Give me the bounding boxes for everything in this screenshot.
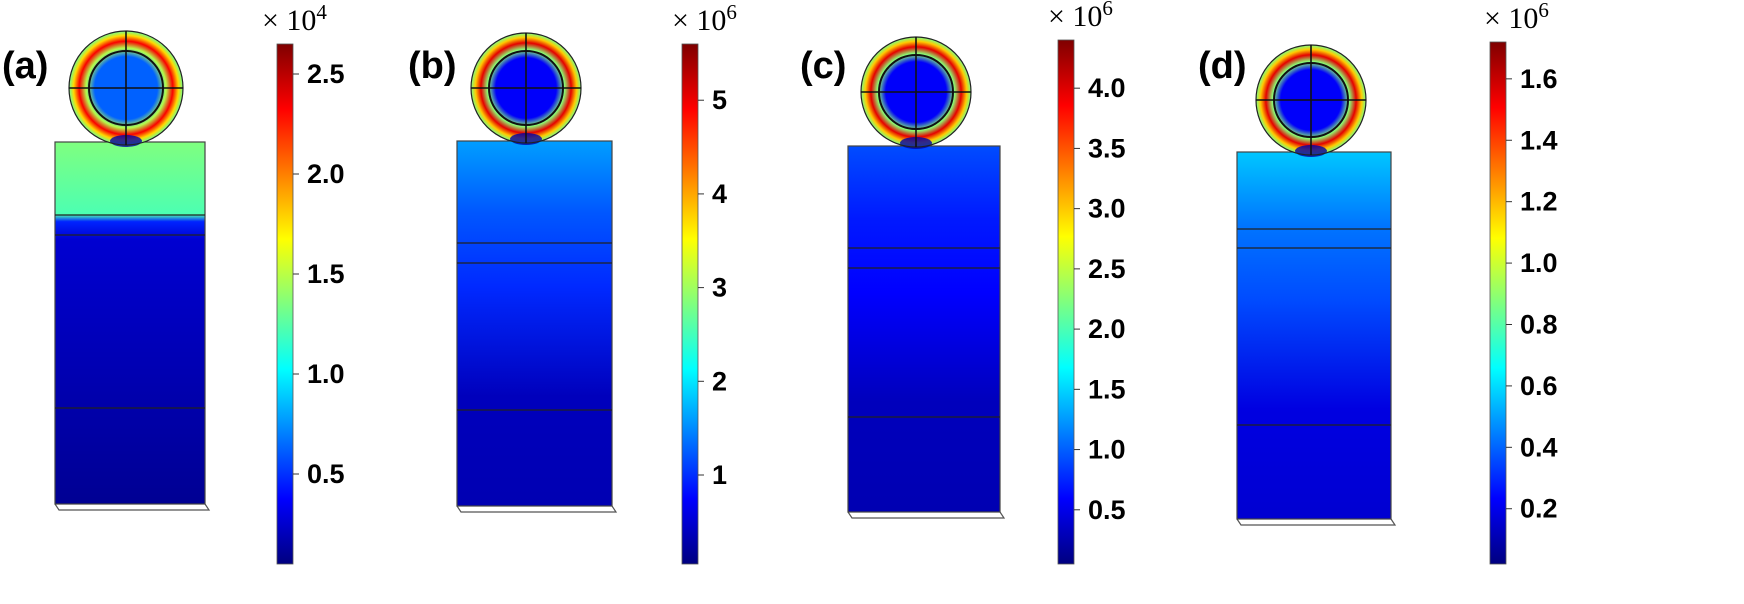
colorbar-multiplier: × 106 — [1484, 0, 1549, 35]
colorbar-tick-label: 2.5 — [1088, 254, 1126, 284]
colorbar-exponent: 6 — [726, 0, 737, 24]
pillar-field — [457, 141, 612, 506]
colorbar-tick-label: 0.4 — [1520, 432, 1558, 462]
panel-b: (b) 1 2 3 4 5 × 106 — [408, 0, 737, 565]
colorbar-tick-label: 2.0 — [307, 159, 345, 189]
colorbar: 1 2 3 4 5 × 106 — [672, 0, 737, 565]
colorbar-tick-label: 2.0 — [1088, 314, 1126, 344]
colorbar-tick-label: 3 — [712, 273, 727, 303]
pillar-field — [1237, 152, 1391, 519]
panel-label: (a) — [2, 45, 48, 87]
colorbar-tick-label: 1.0 — [1520, 248, 1558, 278]
colorbar-tick-label: 1.0 — [1088, 435, 1126, 465]
colorbar: 0.2 0.4 0.6 0.8 1.0 1.2 1.4 1.6 × 106 — [1484, 0, 1558, 565]
pillar — [54, 141, 211, 511]
colorbar-gradient — [276, 43, 294, 565]
sphere — [68, 30, 184, 147]
colorbar-gradient — [681, 43, 699, 565]
colorbar-tick-label: 1.5 — [1088, 374, 1126, 404]
colorbar-gradient — [1489, 41, 1507, 565]
colorbar-tick-label: 2 — [712, 366, 727, 396]
colorbar-exponent: 6 — [1538, 0, 1549, 22]
colorbar-tick-label: 1.4 — [1520, 125, 1558, 155]
colorbar-exponent: 4 — [316, 0, 327, 24]
colorbar-tick-label: 3.5 — [1088, 133, 1126, 163]
colorbar: 0.5 1.0 1.5 2.0 2.5 × 104 — [262, 0, 345, 565]
colorbar-tick-label: 4 — [712, 179, 727, 209]
colorbar-tick-label: 0.8 — [1520, 309, 1558, 339]
sphere — [470, 32, 582, 145]
panel-c: (c) 0.5 1.0 1.5 2.0 2.5 3.0 3.5 4.0 × 106 — [800, 0, 1126, 565]
sphere — [860, 36, 972, 149]
colorbar-tick-label: 0.5 — [307, 459, 345, 489]
colorbar-tick-label: 0.6 — [1520, 371, 1558, 401]
panel-label: (d) — [1198, 45, 1247, 87]
panel-label: (c) — [800, 45, 846, 87]
panel-label: (b) — [408, 45, 457, 87]
colorbar-tick-label: 1.2 — [1520, 187, 1558, 217]
colorbar-gradient — [1057, 39, 1075, 565]
colorbar-exponent: 6 — [1102, 0, 1113, 20]
pillar-field — [848, 146, 1000, 512]
sphere — [1255, 44, 1367, 157]
colorbar-tick-label: 0.5 — [1088, 495, 1126, 525]
colorbar-tick-label: 5 — [712, 85, 727, 115]
colorbar-tick-label: 1.0 — [307, 359, 345, 389]
colorbar-tick-label: 3.0 — [1088, 194, 1126, 224]
panel-d: (d) 0.2 0.4 0.6 0.8 1.0 1.2 1.4 1.6 × 106 — [1198, 0, 1558, 565]
panel-a: (a) 0.5 1.0 1.5 2.0 2.5 × 104 — [2, 0, 345, 565]
colorbar-tick-label: 1 — [712, 460, 727, 490]
colorbar-tick-label: 0.2 — [1520, 494, 1558, 524]
pillar-field — [55, 142, 205, 504]
pillar — [1236, 151, 1397, 526]
colorbar: 0.5 1.0 1.5 2.0 2.5 3.0 3.5 4.0 × 106 — [1048, 0, 1126, 565]
colorbar-multiplier: × 106 — [1048, 0, 1113, 33]
colorbar-multiplier: × 104 — [262, 0, 327, 37]
pillar — [847, 145, 1006, 519]
pillar — [456, 140, 618, 513]
colorbar-tick-label: 1.5 — [307, 259, 345, 289]
colorbar-tick-label: 4.0 — [1088, 73, 1126, 103]
colorbar-tick-label: 2.5 — [307, 59, 345, 89]
colorbar-multiplier: × 106 — [672, 0, 737, 37]
colorbar-tick-label: 1.6 — [1520, 64, 1558, 94]
